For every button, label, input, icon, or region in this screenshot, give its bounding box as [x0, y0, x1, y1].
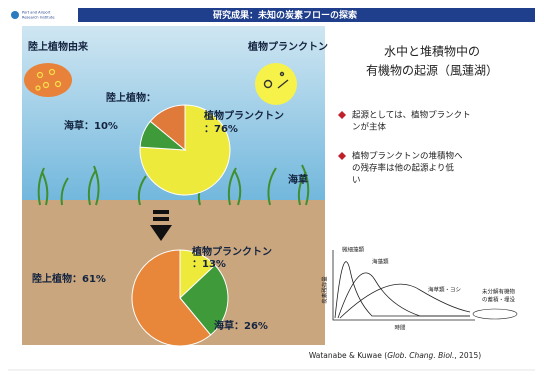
seagrass-label: 海草: [288, 173, 308, 186]
logo-text: Research Institute: [22, 16, 55, 20]
pie-slice: [149, 104, 186, 152]
pie-label: 陸上植物：61%: [32, 272, 106, 285]
pie-label: 植物プランクトン: [191, 245, 272, 258]
down-arrow: [150, 210, 172, 241]
graph-x-label: 時間: [394, 324, 406, 332]
logo-text: Port and Airport: [22, 11, 51, 15]
source-label: 植物プランクトン: [247, 40, 328, 53]
blob-cells: [263, 71, 289, 89]
graph-y-label: 炭素残存量: [321, 276, 329, 304]
bullet-text: 起源としては、植物プランクト: [352, 110, 471, 121]
panel-heading: 有機物の起源（風蓮湖）: [366, 63, 498, 78]
bullet-text: い: [352, 176, 361, 186]
pie-label: 海草：10%: [64, 119, 118, 132]
pie-label: 植物プランクトン: [203, 109, 284, 122]
citation-part: Watanabe & Kuwae (: [309, 351, 387, 360]
phytoplankton-blob: [255, 63, 297, 105]
header-bar: [8, 8, 535, 22]
curve-label: 微細藻類: [342, 246, 365, 254]
bullet-icon: [338, 111, 346, 119]
curve-label: 海藻類: [372, 258, 389, 266]
blob-dots: [35, 68, 62, 91]
bullet-text: の残存率は他の起源より低: [352, 163, 454, 174]
source-label: 陸上植物由来: [28, 40, 89, 53]
pie-slice: [131, 249, 212, 347]
bullet-icon: [338, 152, 346, 160]
bullet-text: 植物プランクトンの堆積物へ: [352, 151, 463, 162]
pie-label: ：13%: [192, 259, 226, 270]
slide-title: 研究成果：未知の炭素フローの探索: [213, 9, 357, 21]
decay-graph: [332, 250, 518, 321]
pie-slice: [179, 264, 229, 336]
citation-part: , 2015): [454, 351, 481, 360]
graph-note: の蓄積・埋没: [482, 296, 516, 304]
citation: Watanabe & Kuwae (Glob. Chang. Biol., 20…: [309, 351, 481, 360]
panel-heading: 水中と堆積物中の: [384, 44, 480, 59]
pie-label: ：76%: [204, 124, 238, 135]
land-plant-blob: [24, 63, 72, 97]
curve-label: 海草類・ヨシ: [428, 286, 461, 294]
pie-label: 陸上植物：: [106, 91, 156, 104]
bullet-text: ンが主体: [352, 122, 387, 133]
logo-icon: [11, 11, 19, 19]
pie-label: 海草：26%: [214, 319, 268, 332]
graph-note: 未分解有機物: [482, 288, 516, 296]
logo-box: [8, 8, 78, 22]
citation-part: Glob. Chang. Biol.: [387, 351, 454, 360]
